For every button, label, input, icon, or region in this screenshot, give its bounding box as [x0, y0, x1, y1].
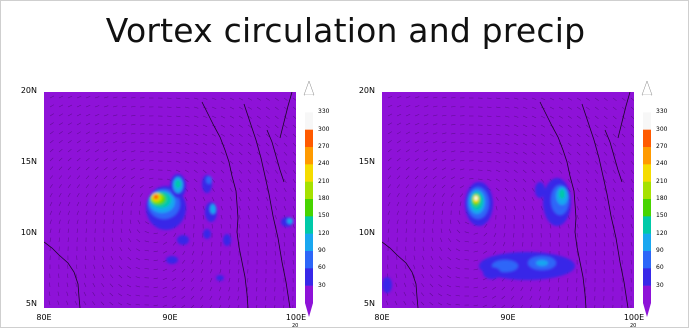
- colorbar-label: 30: [318, 283, 326, 289]
- colorbar-segment: [643, 182, 651, 200]
- colorbar-segment: [643, 130, 651, 148]
- colorbar-segment: [643, 112, 651, 130]
- colorbar-tip-bottom: [305, 303, 313, 317]
- colorbar-segment: [305, 164, 313, 182]
- lon-label: 90E: [155, 313, 185, 323]
- colorbar-label: 90: [318, 248, 326, 254]
- vector-scale-label: 20: [630, 323, 636, 329]
- colorbar-graphic: [641, 81, 653, 317]
- slide-title: Vortex circulation and precip: [1, 11, 689, 50]
- colorbar-segment: [305, 251, 313, 269]
- colorbar-graphic: [303, 81, 315, 317]
- colorbar-label: 210: [656, 179, 667, 185]
- colorbar-tip-bottom: [643, 303, 651, 317]
- colorbar-label: 150: [318, 213, 329, 219]
- vector-scale-label: 20: [292, 323, 298, 329]
- colorbar-segment: [305, 199, 313, 217]
- colorbar-label: 270: [318, 144, 329, 150]
- colorbar-label: 90: [656, 248, 664, 254]
- colorbar-label: 240: [656, 161, 667, 167]
- colorbar-label: 210: [318, 179, 329, 185]
- colorbar-segment: [305, 268, 313, 286]
- colorbar-segment: [643, 164, 651, 182]
- colorbar-segment: [643, 234, 651, 252]
- colorbar: [303, 81, 315, 317]
- colorbar-label: 180: [318, 196, 329, 202]
- colorbar-label: 330: [656, 109, 667, 115]
- colorbar-segment: [305, 234, 313, 252]
- lon-label: 80E: [29, 313, 59, 323]
- colorbar-label: 330: [318, 109, 329, 115]
- lat-label: 10N: [7, 228, 37, 238]
- colorbar-segment: [643, 268, 651, 286]
- map-plot-left: [44, 92, 296, 308]
- colorbar-segment: [305, 182, 313, 200]
- colorbar-label: 300: [318, 127, 329, 133]
- lat-label: 20N: [345, 86, 375, 96]
- colorbar-segment: [305, 112, 313, 130]
- colorbar-segment: [643, 286, 651, 304]
- lat-label: 5N: [7, 299, 37, 309]
- colorbar-label: 270: [656, 144, 667, 150]
- colorbar-tip-top: [642, 81, 652, 95]
- colorbar-segment: [643, 147, 651, 165]
- lon-label: 80E: [367, 313, 397, 323]
- colorbar-segment: [643, 251, 651, 269]
- lat-label: 15N: [7, 157, 37, 167]
- colorbar-segment: [305, 147, 313, 165]
- lat-label: 5N: [345, 299, 375, 309]
- colorbar-segment: [305, 286, 313, 304]
- lat-label: 15N: [345, 157, 375, 167]
- colorbar-tip-top: [304, 81, 314, 95]
- colorbar-label: 240: [318, 161, 329, 167]
- map-plot-right: [382, 92, 634, 308]
- colorbar: [641, 81, 653, 317]
- colorbar-label: 120: [318, 231, 329, 237]
- map-panel-right: 20N 15N 10N 5N: [345, 77, 675, 329]
- colorbar-label: 120: [656, 231, 667, 237]
- lon-label: 90E: [493, 313, 523, 323]
- colorbar-segment: [643, 199, 651, 217]
- lat-label: 20N: [7, 86, 37, 96]
- colorbar-label: 150: [656, 213, 667, 219]
- colorbar-segment: [643, 95, 651, 113]
- colorbar-label: 300: [656, 127, 667, 133]
- colorbar-segment: [305, 95, 313, 113]
- colorbar-label: 180: [656, 196, 667, 202]
- colorbar-segment: [305, 216, 313, 234]
- colorbar-label: 60: [318, 265, 326, 271]
- lat-label: 10N: [345, 228, 375, 238]
- colorbar-label: 30: [656, 283, 664, 289]
- colorbar-segment: [643, 216, 651, 234]
- colorbar-label: 60: [656, 265, 664, 271]
- colorbar-segment: [305, 130, 313, 148]
- map-panel-left: 20N 15N 10N 5N: [7, 77, 337, 329]
